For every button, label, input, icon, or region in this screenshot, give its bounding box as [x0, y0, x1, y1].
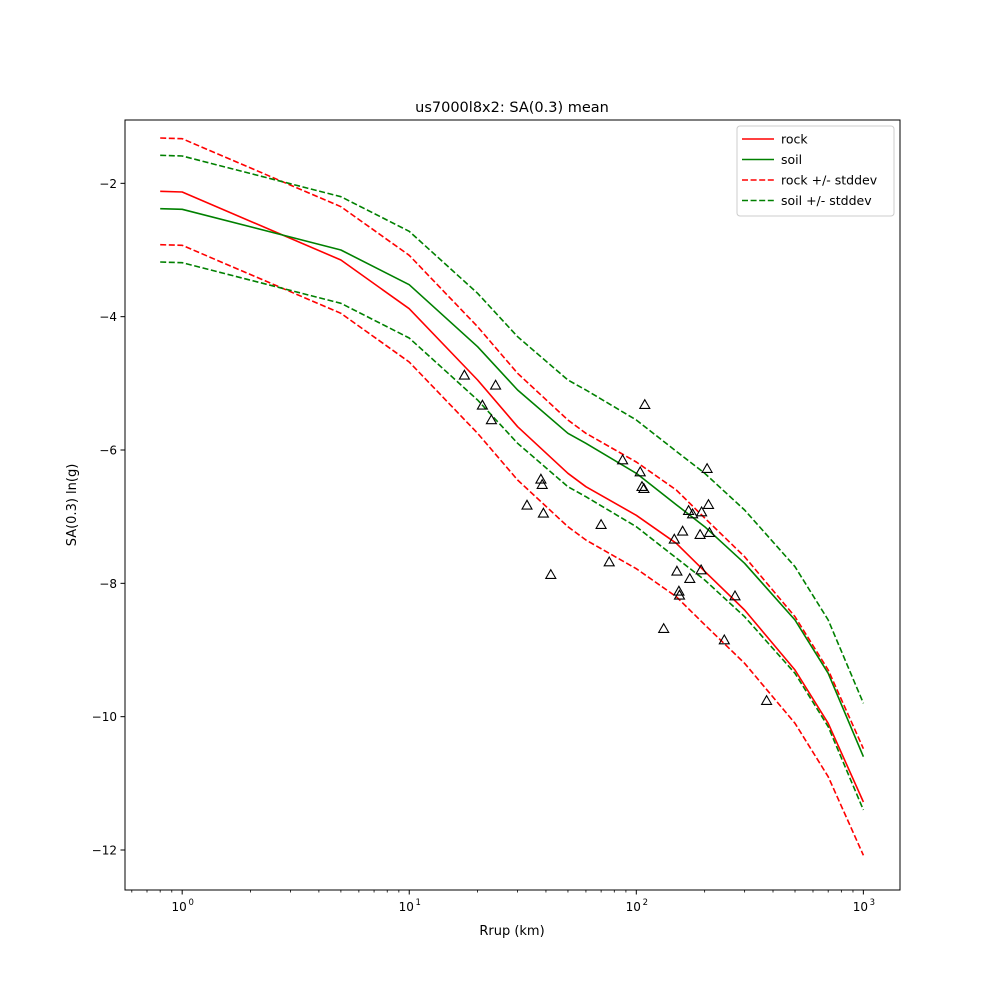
legend-label: soil	[781, 152, 802, 167]
observation-marker	[729, 589, 741, 601]
observation-marker	[544, 568, 557, 579]
x-tick-label-base: 10	[399, 900, 414, 914]
observation-marker	[760, 694, 773, 705]
observation-marker	[670, 565, 683, 576]
observation-marker	[634, 465, 647, 477]
x-tick-label-exponent: 1	[416, 898, 421, 908]
observation-marker	[536, 478, 549, 489]
y-tick-label: −12	[92, 844, 117, 858]
series-layer	[160, 137, 865, 856]
series-line-4	[160, 154, 865, 704]
legend-label: rock +/- stddev	[781, 173, 878, 188]
observation-marker	[701, 462, 714, 473]
observation-marker	[637, 482, 650, 493]
legend-box	[736, 125, 895, 217]
observation-marker	[672, 585, 685, 596]
legend-label: soil +/- stddev	[781, 193, 872, 208]
observation-marker	[673, 589, 686, 600]
x-tick-label: 10	[853, 900, 868, 914]
observation-marker	[695, 505, 708, 517]
y-axis: −2 −4 −6 −8 −10 −12	[92, 177, 125, 858]
y-tick-label: −10	[92, 710, 117, 724]
y-tick-label: −6	[99, 444, 117, 458]
observation-marker	[537, 507, 550, 518]
observation-marker	[682, 504, 695, 515]
legend: rock soil rock +/- stddev soil +/- stddev	[736, 125, 895, 217]
observation-marker	[616, 453, 629, 465]
observation-marker	[683, 572, 696, 583]
x-axis: 10 0 10 1 10 2 10 3	[131, 890, 875, 914]
x-axis-label: Rrup (km)	[479, 924, 544, 939]
series-line-0	[160, 190, 865, 803]
observation-marker	[534, 473, 547, 484]
observation-marker	[485, 413, 498, 425]
observation-marker	[638, 398, 651, 409]
x-tick-label-exponent: 0	[188, 898, 193, 908]
observation-marker	[703, 526, 716, 537]
observation-marker	[694, 528, 707, 539]
observations-layer	[458, 369, 773, 705]
observation-marker	[702, 498, 715, 509]
x-tick-label: 10	[626, 900, 641, 914]
chart-title: us7000l8x2: SA(0.3) mean	[415, 100, 609, 116]
x-tick-label-exponent: 3	[870, 898, 875, 908]
observation-marker	[695, 563, 708, 575]
series-line-1	[160, 207, 865, 758]
observation-marker	[458, 369, 471, 380]
plot-frame	[124, 119, 901, 891]
legend-label: rock	[781, 132, 808, 147]
series-line-3	[160, 243, 865, 856]
y-tick-label: −2	[99, 177, 117, 191]
series-line-5	[160, 261, 865, 811]
observation-marker	[657, 622, 670, 633]
y-axis-label: SA(0.3) ln(g)	[65, 464, 80, 547]
observation-marker	[668, 533, 681, 544]
observation-marker	[636, 480, 648, 491]
series-line-2	[160, 137, 865, 750]
observation-marker	[489, 379, 502, 390]
x-tick-label: 10	[172, 900, 187, 914]
x-tick-label-base: 10	[172, 900, 187, 914]
y-tick-label: −4	[99, 310, 117, 324]
observation-marker	[718, 633, 731, 645]
observation-marker	[686, 507, 699, 519]
x-tick-label-base: 10	[853, 900, 868, 914]
observation-marker	[676, 525, 689, 536]
x-tick-label-exponent: 2	[643, 898, 648, 908]
observation-marker	[476, 399, 489, 410]
observation-marker	[603, 555, 616, 567]
x-tick-label-base: 10	[626, 900, 641, 914]
y-tick-label: −8	[99, 577, 117, 591]
observation-marker	[595, 518, 608, 529]
x-tick-label: 10	[399, 900, 414, 914]
observation-marker	[521, 499, 533, 510]
